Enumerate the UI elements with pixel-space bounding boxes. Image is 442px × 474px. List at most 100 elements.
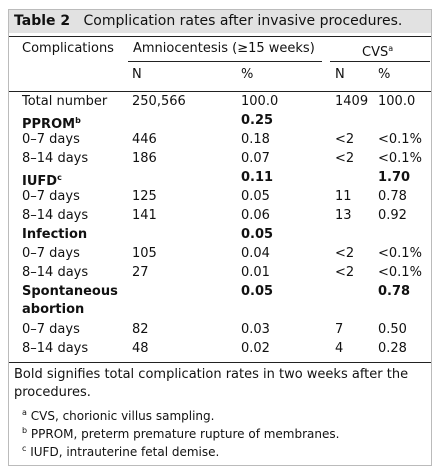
cell: 0.04 [241,246,270,261]
cell: 446 [132,132,157,147]
cell: 0.78 [378,284,411,299]
title-band [8,9,432,33]
row-label-text: 8–14 days [22,341,89,356]
footnote: b PPROM, preterm premature rupture of me… [22,422,339,443]
cell: 0.05 [241,189,270,204]
superscript: b [75,116,81,125]
cell: 0.25 [241,113,274,128]
sub-header: % [378,67,391,82]
superscript: c [57,173,62,182]
rule [8,36,432,37]
table-label: Table 2 [14,13,71,29]
cell: 0.50 [378,322,407,337]
cell: <0.1% [378,132,422,147]
footnote-text: IUFD, intrauterine fetal demise. [30,445,220,459]
cell: 0.07 [241,151,270,166]
row-label: IUFDc [22,169,62,191]
cell: <0.1% [378,151,422,166]
cell: <0.1% [378,246,422,261]
row-label-text: 8–14 days [22,208,89,223]
frame [8,9,432,466]
rule [330,61,430,62]
table-note: Bold signifies total complication rates … [14,367,409,400]
column-header: Complications [22,41,114,56]
row-label-text: IUFD [22,174,58,189]
cell: 250,566 [132,94,186,109]
table-caption: Complication rates after invasive proced… [83,13,403,29]
row-label-text: 0–7 days [22,132,80,147]
superscript: a [388,44,394,53]
cell: 0.01 [241,265,270,280]
sub-header: % [241,67,254,82]
row-label-text: 0–7 days [22,246,80,261]
cell: 105 [132,246,157,261]
cell: <2 [335,151,355,166]
footnote: a CVS, chorionic villus sampling. [22,404,214,425]
cell: 0.92 [378,208,407,223]
row-label: PPROMb [22,112,81,134]
footnote-mark: c [22,444,27,453]
cell: 100.0 [378,94,416,109]
row-label: 8–14 days [22,150,88,168]
row-label-text: Spontaneous abortion [22,284,118,317]
row-label-text: 8–14 days [22,265,89,280]
cell: 0.03 [241,322,270,337]
cell: <2 [335,246,355,261]
cell: 13 [335,208,352,223]
cell: 4 [335,341,344,356]
rule [8,91,432,92]
cell: 1.70 [378,170,411,185]
sub-header: N [335,67,345,82]
cell: 125 [132,189,157,204]
group-header: Amniocentesis (≥15 weeks) [133,40,315,58]
sub-header: N [132,67,142,82]
group-header: CVSa [362,40,393,62]
cell: 0.05 [241,227,274,242]
cell: 48 [132,341,149,356]
rule [128,61,322,62]
row-label: 8–14 days [22,207,88,225]
cell: 7 [335,322,344,337]
row-label-text: 0–7 days [22,189,80,204]
footnote-mark: a [22,408,27,417]
cell: 100.0 [241,94,279,109]
cell: <2 [335,132,355,147]
row-label-text: 0–7 days [22,322,80,337]
cell: 186 [132,151,157,166]
footnote-mark: b [22,426,28,435]
row-label: Infection [22,226,87,244]
row-label: Spontaneous abortion [22,283,122,319]
cell: 0.05 [241,284,274,299]
footnote-text: CVS, chorionic villus sampling. [30,409,215,423]
row-label: 8–14 days [22,264,88,282]
footnote: c IUFD, intrauterine fetal demise. [22,440,219,461]
cell: 11 [335,189,352,204]
group-header-text: Amniocentesis (≥15 weeks) [133,41,315,56]
cell: <2 [335,265,355,280]
row-label: 0–7 days [22,131,80,149]
row-label: 0–7 days [22,188,80,206]
cell: 0.06 [241,208,270,223]
cell: 1409 [335,94,369,109]
cell: 0.28 [378,341,407,356]
row-label: 8–14 days [22,340,88,358]
row-label-text: 8–14 days [22,151,89,166]
cell: 27 [132,265,149,280]
cell: 0.11 [241,170,274,185]
footnote-text: PPROM, preterm premature rupture of memb… [30,427,340,441]
group-header-text: CVS [362,45,389,60]
table-title: Table 2 Complication rates after invasiv… [14,12,402,30]
cell: <0.1% [378,265,422,280]
cell: 141 [132,208,157,223]
row-label: 0–7 days [22,321,80,339]
row-label: 0–7 days [22,245,80,263]
rule [8,362,432,363]
cell: 82 [132,322,149,337]
cell: 0.02 [241,341,270,356]
row-label-text: PPROM [22,117,76,132]
cell: 0.78 [378,189,407,204]
row-label-text: Infection [22,227,88,242]
row-label: Total number [22,93,107,111]
row-label-text: Total number [22,94,108,109]
